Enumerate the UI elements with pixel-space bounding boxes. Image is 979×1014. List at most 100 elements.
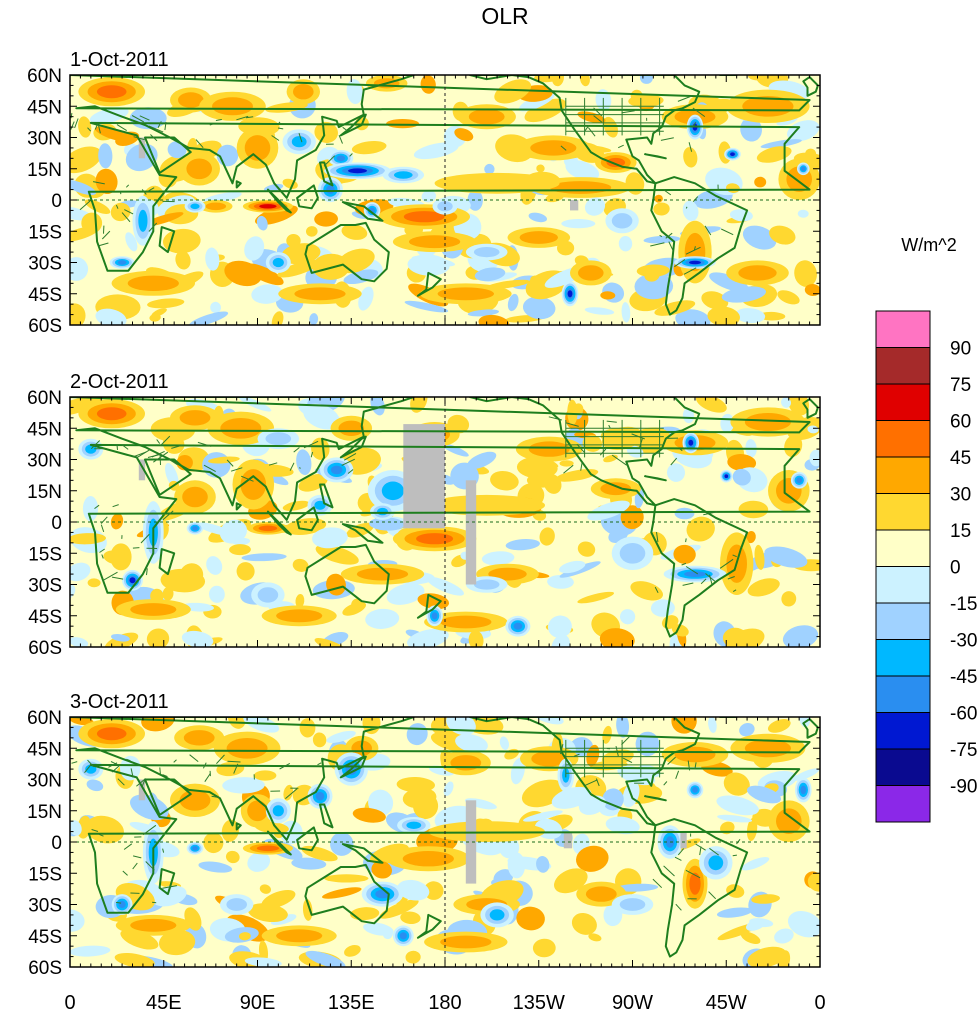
olr-contour (513, 622, 523, 630)
missing-data (403, 424, 445, 529)
olr-contour (265, 432, 292, 446)
coastline (339, 755, 367, 779)
border-line (156, 439, 161, 444)
olr-contour (257, 587, 279, 603)
olr-anomaly-patch (312, 527, 348, 549)
olr-anomaly-patch (386, 583, 425, 605)
olr-anomaly-patch (764, 546, 808, 568)
olr-anomaly-patch (584, 197, 606, 216)
coastline (319, 161, 334, 187)
olr-anomaly-patch (625, 172, 645, 195)
border-line (142, 824, 157, 836)
country-borders (90, 416, 737, 594)
olr-anomaly-patch (682, 200, 699, 221)
border-line (227, 760, 241, 763)
border-line (285, 788, 298, 799)
olr-contour (473, 579, 500, 590)
olr-contour (186, 158, 212, 180)
lat-label: 15N (27, 802, 62, 823)
olr-anomaly-patch (341, 224, 368, 240)
olr-anomaly-patch (721, 286, 767, 303)
coastline (87, 763, 811, 914)
border-line (560, 743, 564, 755)
olr-anomaly-patch (547, 615, 572, 638)
border-line (216, 754, 225, 765)
border-line (90, 440, 101, 450)
border-line (101, 230, 111, 240)
olr-contour (314, 500, 326, 510)
coastline (644, 795, 667, 802)
olr-anomaly-patch (467, 189, 483, 211)
coastline (304, 221, 390, 283)
lat-label: 30S (28, 576, 62, 597)
border-line (621, 736, 630, 745)
olr-anomaly-patch (467, 309, 500, 317)
olr-contour (801, 166, 806, 171)
coastline (319, 483, 334, 509)
olr-anomaly-patch (732, 468, 751, 486)
olr-contour (226, 898, 247, 911)
olr-contour (336, 155, 346, 162)
olr-contour (376, 507, 389, 516)
olr-anomaly-patch (147, 298, 185, 309)
olr-anomaly-patch (225, 850, 240, 864)
olr-anomaly-patch (70, 562, 91, 582)
olr-anomaly-patch (767, 719, 791, 733)
border-line (687, 760, 691, 771)
border-line (700, 578, 707, 585)
colorbar-label: -30 (950, 631, 977, 652)
olr-contour (244, 135, 271, 161)
olr-anomaly-patch (635, 731, 660, 757)
border-line (116, 124, 127, 132)
olr-anomaly-patch (413, 793, 439, 820)
olr-anomaly-patch (386, 119, 420, 129)
olr-contour (416, 533, 454, 545)
olr-anomaly-patch (244, 236, 265, 261)
border-line (683, 267, 697, 275)
olr-anomaly-patch (322, 887, 362, 899)
olr-anomaly-patch (739, 722, 755, 737)
border-line (310, 451, 313, 458)
olr-anomaly-patch (95, 308, 127, 325)
olr-contour (402, 851, 454, 867)
olr-anomaly-patch (236, 562, 255, 581)
olr-anomaly-patch (176, 454, 193, 471)
border-line (117, 778, 125, 786)
olr-anomaly-patch (311, 437, 330, 460)
olr-anomaly-patch (82, 496, 99, 522)
country-borders (71, 736, 741, 911)
olr-anomaly-patch (404, 300, 449, 313)
border-line (115, 204, 119, 209)
olr-anomaly-patch (494, 79, 532, 104)
olr-anomaly-patch (709, 272, 749, 292)
coastline (235, 180, 242, 189)
olr-anomaly-patch (413, 142, 459, 160)
olr-contour (688, 439, 694, 446)
olr-contour (127, 275, 179, 291)
coastline (235, 822, 242, 831)
olr-anomaly-patch (777, 290, 800, 305)
border-line (732, 589, 737, 593)
colorbar-swatch (875, 712, 931, 750)
border-line (317, 762, 322, 766)
border-line (123, 843, 133, 850)
olr-contour (130, 603, 177, 616)
border-line (548, 416, 563, 421)
border-line (342, 126, 348, 132)
olr-contour (730, 152, 735, 156)
olr-anomaly-patch (516, 906, 545, 931)
border-line (299, 467, 301, 469)
olr-anomaly-patch (769, 225, 796, 245)
border-line (132, 451, 147, 458)
colorbar-swatch (875, 347, 931, 385)
border-line (148, 222, 158, 232)
olr-anomaly-patch (229, 544, 251, 556)
border-line (97, 124, 101, 134)
olr-contour (606, 157, 626, 168)
olr-anomaly-patch (725, 628, 765, 647)
border-line (168, 458, 178, 466)
missing-data (138, 459, 146, 481)
olr-anomaly-patch (282, 500, 310, 511)
olr-anomaly-patch (618, 236, 633, 252)
